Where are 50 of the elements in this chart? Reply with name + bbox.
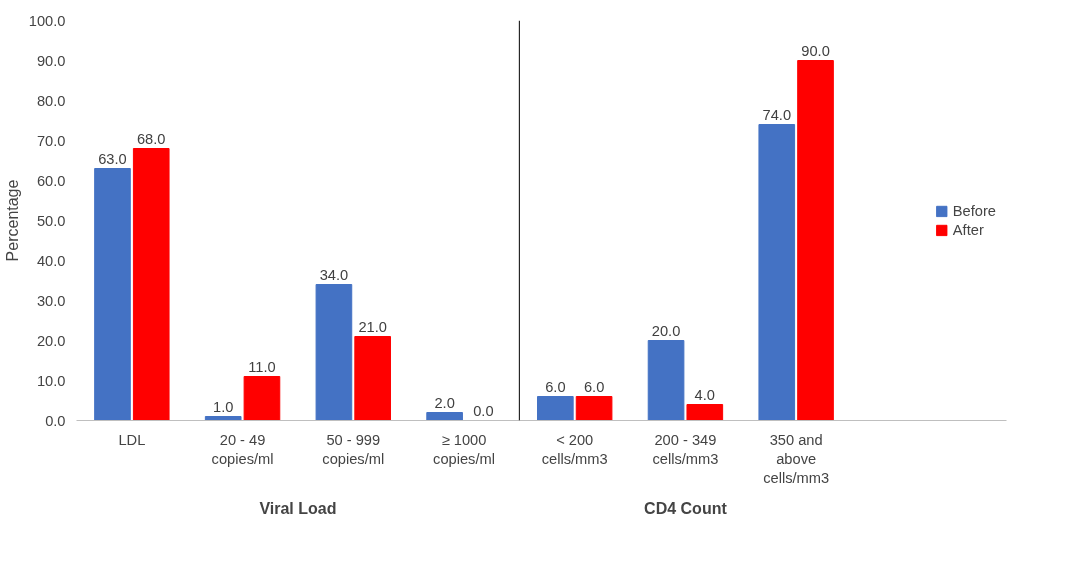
data-label: 68.0 [136, 130, 166, 147]
bar [204, 416, 242, 421]
data-label: 21.0 [358, 318, 387, 335]
y-tick-label: 70.0 [36, 132, 66, 149]
y-tick-label: 80.0 [36, 92, 66, 109]
legend-label: Before [952, 202, 996, 219]
bar [575, 396, 613, 421]
data-label: 4.0 [694, 386, 715, 403]
bar [132, 148, 170, 421]
bar [758, 124, 796, 421]
x-tick-label: 350 and above cells/mm3 [763, 431, 830, 486]
bar [647, 340, 685, 421]
data-label: 34.0 [319, 266, 349, 283]
y-tick-label: 90.0 [36, 52, 66, 69]
y-tick-label: 10.0 [36, 372, 66, 389]
x-tick-label: < 200 cells/mm3 [541, 431, 608, 467]
x-tick-label: 200 - 349 cells/mm3 [652, 431, 719, 467]
data-label: 20.0 [651, 322, 681, 339]
y-tick-label: 20.0 [36, 332, 66, 349]
data-label: 63.0 [98, 150, 127, 167]
bar [686, 404, 724, 421]
y-tick-label: 30.0 [36, 292, 66, 309]
bar [797, 60, 834, 421]
data-label: 2.0 [434, 394, 455, 411]
legend-label: After [952, 221, 984, 238]
bar [243, 376, 281, 421]
data-label: 0.0 [473, 402, 494, 419]
bar [354, 336, 391, 421]
y-tick-label: 60.0 [36, 172, 66, 189]
y-tick-label: 50.0 [36, 212, 66, 229]
y-tick-label: 0.0 [45, 412, 66, 429]
y-tick-label: 100.0 [28, 12, 66, 29]
data-label: 6.0 [583, 378, 605, 395]
text: CD4 Count [644, 499, 728, 517]
y-axis-title: Percentage [3, 179, 21, 262]
bar [94, 168, 131, 421]
x-tick-label: ≥ 1000 copies/ml [433, 431, 495, 467]
data-label: 74.0 [762, 106, 792, 123]
data-label: 6.0 [545, 378, 566, 395]
data-label: 11.0 [248, 358, 276, 375]
bar [537, 396, 574, 421]
bar [426, 412, 463, 421]
bar [315, 284, 353, 421]
data-label: 90.0 [801, 42, 830, 59]
y-tick-label: 40.0 [36, 252, 66, 269]
x-tick-label: 20 - 49 copies/ml [211, 431, 274, 467]
x-tick-label: LDL [118, 431, 146, 448]
x-tick-label: 50 - 999 copies/ml [322, 431, 385, 467]
text: Viral Load [259, 499, 337, 517]
data-label: 1.0 [213, 398, 234, 415]
